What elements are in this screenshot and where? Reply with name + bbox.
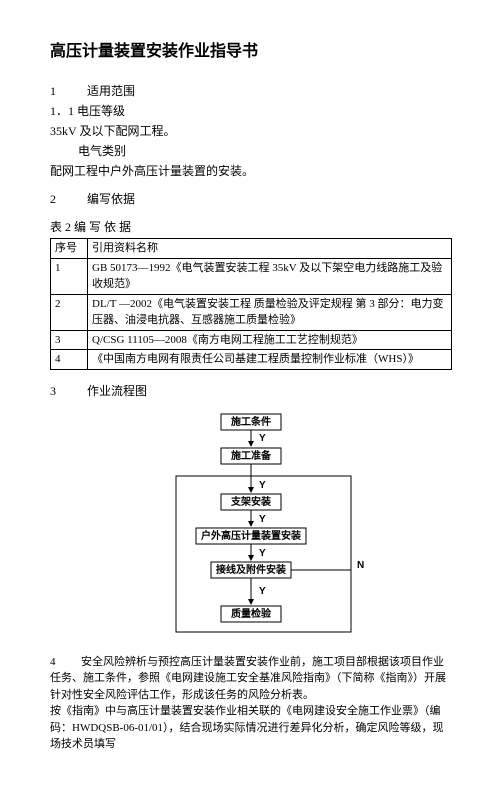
row-num: 3	[51, 330, 88, 350]
sec1-1-label: 电压等级	[77, 104, 125, 118]
row-text: Q/CSG 11105—2008《南方电网工程施工工艺控制规范》	[88, 330, 452, 350]
sec1-1: 1．1 电压等级	[50, 102, 452, 120]
flow-box-1: 施工条件	[231, 415, 271, 428]
table-row: 1 GB 50173—1992《电气装置安装工程 35kV 及以下架空电力线路施…	[51, 258, 452, 294]
sec4-para2: 按《指南》中与高压计量装置安装作业相关联的《电网建设安全施工作业票》（编码：HW…	[50, 703, 452, 753]
flow-y-3: Y	[259, 514, 266, 525]
row-text: DL/T —2002《电气装置安装工程 质量检验及评定规程 第 3 部分：电力变…	[88, 294, 452, 330]
table-row: 2 DL/T —2002《电气装置安装工程 质量检验及评定规程 第 3 部分：电…	[51, 294, 452, 330]
sec2-heading: 2 编写依据	[50, 190, 452, 208]
sec2-label: 编写依据	[87, 192, 135, 206]
col-header-seq: 序号	[51, 239, 88, 259]
flow-y-4: Y	[259, 548, 266, 559]
flow-box-5: 接线及附件安装	[216, 563, 286, 576]
flow-n: N	[357, 560, 364, 571]
sec3-label: 作业流程图	[87, 384, 147, 398]
table-caption: 表 2 编 写 依 据	[50, 218, 452, 236]
sec1-1-text: 35kV 及以下配网工程。	[50, 122, 452, 140]
flow-y-5: Y	[259, 586, 266, 597]
flow-box-4: 户外高压计量装置安装	[200, 529, 301, 542]
sec1-2-label: 电气类别	[78, 142, 452, 160]
sec4-text1: 安全风险辨析与预控高压计量装置安装作业前，施工项目部根据该项目作业任务、施工条件…	[50, 656, 446, 701]
row-text: 《中国南方电网有限责任公司基建工程质量控制作业标准（WHS）》	[88, 350, 452, 370]
col-header-name: 引用资料名称	[88, 239, 452, 259]
row-text: GB 50173—1992《电气装置安装工程 35kV 及以下架空电力线路施工及…	[88, 258, 452, 294]
table-header-row: 序号 引用资料名称	[51, 239, 452, 259]
row-num: 2	[51, 294, 88, 330]
flow-box-2: 施工准备	[231, 449, 272, 462]
sec1-label: 适用范围	[87, 84, 135, 98]
sec1-heading: 1 适用范围	[50, 82, 452, 100]
flow-y-1: Y	[259, 433, 266, 444]
flow-box-6: 质量检验	[231, 607, 272, 620]
sec4-num: 4	[50, 656, 56, 668]
row-num: 1	[51, 258, 88, 294]
sec1-1-num: 1．1	[50, 104, 74, 118]
sec2-num: 2	[50, 192, 56, 206]
flowchart: 施工条件 Y 施工准备 Y 支架安装 Y 户外高压计量装置安装 Y 接线及附件安…	[50, 410, 452, 640]
row-num: 4	[51, 350, 88, 370]
sec4-para1: 4 安全风险辨析与预控高压计量装置安装作业前，施工项目部根据该项目作业任务、施工…	[50, 654, 452, 704]
sec3-num: 3	[50, 384, 56, 398]
sec3-heading: 3 作业流程图	[50, 382, 452, 400]
table-row: 3 Q/CSG 11105—2008《南方电网工程施工工艺控制规范》	[51, 330, 452, 350]
table-row: 4 《中国南方电网有限责任公司基建工程质量控制作业标准（WHS）》	[51, 350, 452, 370]
sec1-2-text: 配网工程中户外高压计量装置的安装。	[50, 162, 452, 180]
flow-y-2: Y	[259, 480, 266, 491]
flow-box-3: 支架安装	[230, 495, 271, 508]
page-title: 高压计量装置安装作业指导书	[50, 40, 452, 64]
sec1-num: 1	[50, 84, 56, 98]
reference-table: 序号 引用资料名称 1 GB 50173—1992《电气装置安装工程 35kV …	[50, 238, 452, 370]
